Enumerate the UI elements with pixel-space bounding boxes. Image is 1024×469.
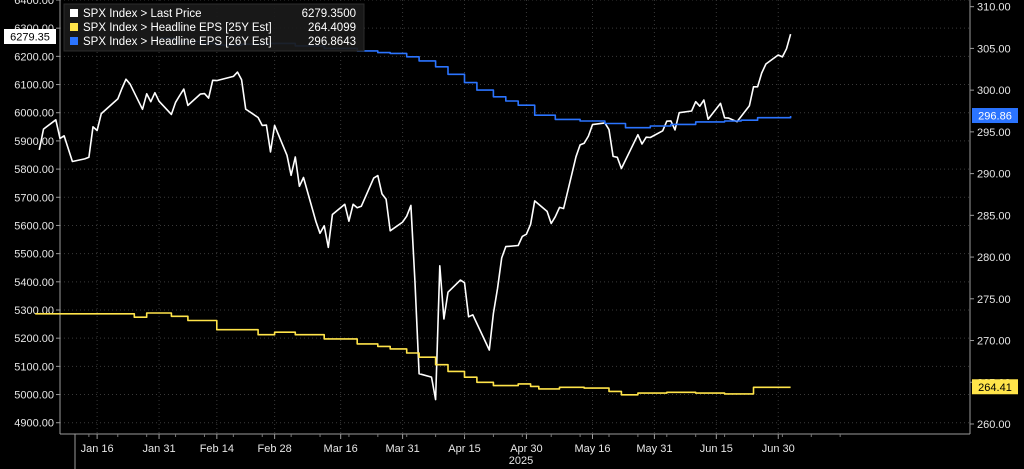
right-tick-label: 280.00 (977, 252, 1011, 264)
last-price-tag: 6279.35 (10, 32, 50, 44)
series-line-spx-index-headline-eps-25y-est (35, 312, 791, 396)
legend-swatch (70, 23, 78, 31)
x-tick-label: Mar 16 (324, 443, 358, 455)
legend-series-value: 6279.3500 (302, 8, 356, 20)
left-tick-label: 5100.00 (14, 361, 54, 373)
x-tick-label: Jan 16 (81, 443, 114, 455)
right-tick-label: 290.00 (977, 169, 1011, 181)
legend-swatch (70, 9, 78, 17)
x-tick-label: May 31 (636, 443, 672, 455)
legend-series-value: 264.4099 (308, 22, 356, 34)
eps-25y-tag: 264.41 (978, 382, 1012, 394)
right-tick-label: 305.00 (977, 43, 1011, 55)
legend-series-name: SPX Index > Headline EPS [25Y Est] (83, 22, 272, 34)
right-tick-label: 295.00 (977, 127, 1011, 139)
plot-frame (59, 0, 971, 469)
left-tick-label: 6000.00 (14, 108, 54, 120)
left-tick-label: 5200.00 (14, 333, 54, 345)
x-axis: Jan 16 Jan 31 Feb 14 Feb 28 Mar 16 Mar 31 Apr … (81, 434, 841, 455)
legend-series-name: SPX Index > Last Price (83, 8, 202, 20)
x-tick-label: Apr 15 (448, 443, 480, 455)
series-line-spx-index-last-price (38, 33, 792, 401)
x-tick-label: Jun 30 (762, 443, 795, 455)
right-tick-label: 285.00 (977, 210, 1011, 222)
left-tick-label: 6100.00 (14, 80, 54, 92)
right-tick-label: 275.00 (977, 294, 1011, 306)
left-tick-label: 6200.00 (14, 51, 54, 63)
left-tick-label: 5600.00 (14, 220, 54, 232)
legend-series-value: 296.8643 (308, 36, 356, 48)
left-tick-label: 4900.00 (14, 418, 54, 430)
eps-26y-tag: 296.86 (978, 111, 1012, 123)
eps-25y-tag-box (972, 379, 1018, 395)
x-tick-label: Apr 30 (510, 443, 542, 455)
right-tick-label: 310.00 (977, 2, 1011, 14)
x-tick-label: Jan 31 (143, 443, 176, 455)
grid-lines (60, 0, 970, 434)
left-tick-label: 5400.00 (14, 277, 54, 289)
left-tick-label: 6400.00 (14, 0, 54, 7)
x-tick-label: Jun 15 (700, 443, 733, 455)
left-tick-label: 5900.00 (14, 136, 54, 148)
right-tick-label: 260.00 (977, 419, 1011, 431)
left-tick-label: 5700.00 (14, 192, 54, 204)
value-tags: 6279.35 296.86 264.41 (4, 29, 1018, 395)
last-price-tag-box (4, 29, 56, 44)
x-tick-label: May 16 (574, 443, 610, 455)
left-tick-label: 5000.00 (14, 390, 54, 402)
legend-swatch (70, 37, 78, 45)
left-tick-label: 5800.00 (14, 164, 54, 176)
right-tick-label: 300.00 (977, 85, 1011, 97)
x-axis-year-label: 2025 (509, 455, 533, 467)
x-tick-label: Mar 31 (385, 443, 419, 455)
x-tick-label: Feb 28 (258, 443, 292, 455)
eps-26y-tag-box (972, 108, 1018, 124)
legend-series-name: SPX Index > Headline EPS [26Y Est] (83, 36, 272, 48)
left-tick-label: 5500.00 (14, 249, 54, 261)
left-tick-label: 5300.00 (14, 305, 54, 317)
x-tick-label: Feb 14 (200, 443, 234, 455)
right-tick-label: 270.00 (977, 336, 1011, 348)
legend-box (63, 3, 365, 52)
legend: SPX Index > Last Price 6279.3500 SPX Index… (63, 3, 365, 52)
